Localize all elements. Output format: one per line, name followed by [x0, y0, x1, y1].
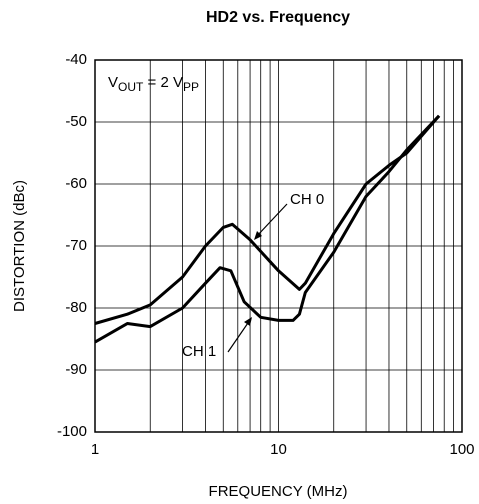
x-tick-label: 100: [449, 441, 474, 458]
y-tick-label: -80: [65, 299, 87, 316]
x-tick-label: 10: [270, 441, 287, 458]
series-line: [94, 114, 441, 325]
x-axis-label: FREQUENCY (MHz): [209, 483, 348, 500]
plot-frame: [94, 59, 463, 433]
arrow-ch0: [255, 203, 288, 238]
y-tick-label: -70: [65, 237, 87, 254]
arrow-ch1: [227, 319, 251, 353]
y-tick-label: -50: [65, 113, 87, 130]
x-tick-label: 1: [91, 441, 99, 458]
y-tick-label: -40: [65, 51, 87, 68]
arrowhead-ch0: [254, 231, 262, 240]
series-label: CH 1: [182, 343, 216, 360]
arrowhead-ch1: [244, 317, 252, 326]
y-tick-label: -60: [65, 175, 87, 192]
chart-title: HD2 vs. Frequency: [206, 9, 350, 26]
y-tick-label: -90: [65, 361, 87, 378]
y-tick-label: -100: [57, 423, 87, 440]
series-label: CH 0: [290, 191, 324, 208]
vout-annotation: VOUT = 2 VPP: [108, 74, 199, 94]
y-axis-label: DISTORTION (dBc): [11, 180, 28, 312]
series-line: [94, 114, 441, 344]
